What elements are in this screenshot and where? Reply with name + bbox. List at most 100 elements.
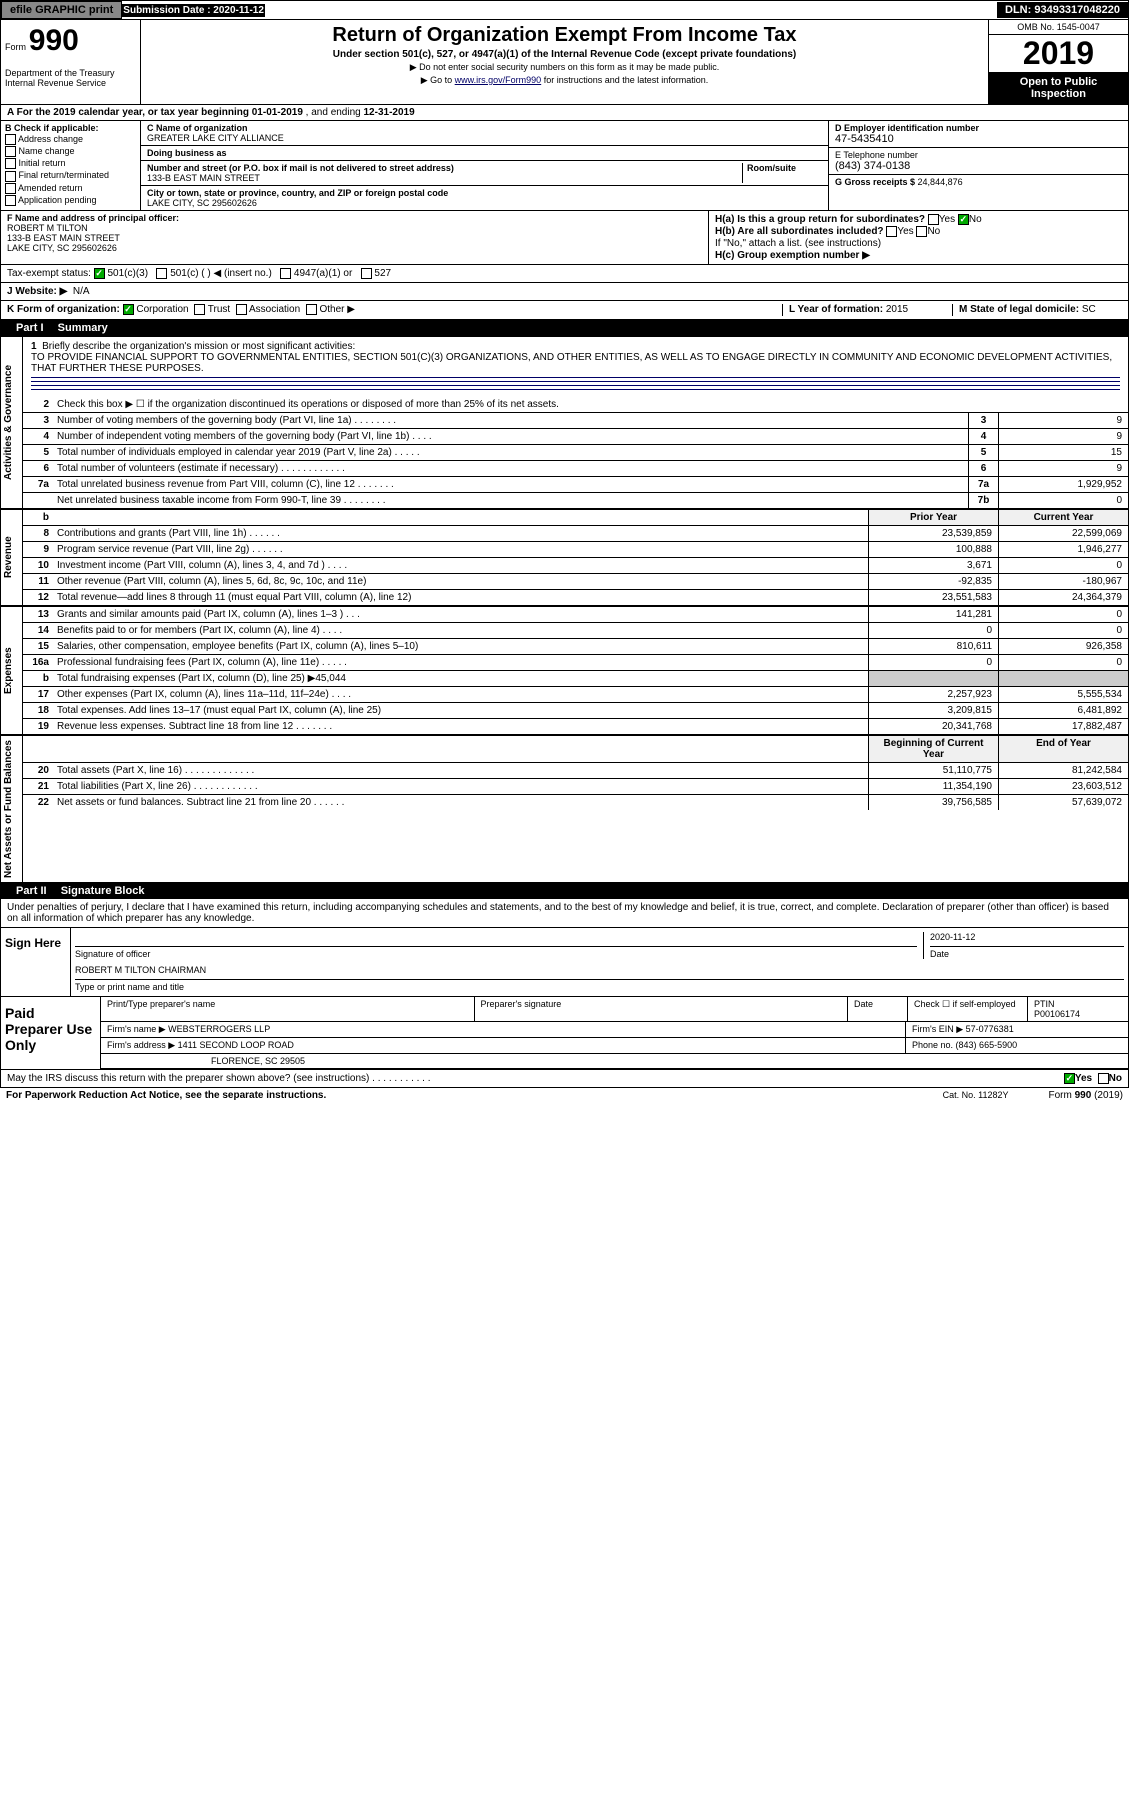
ein-label: D Employer identification number bbox=[835, 123, 979, 133]
sig-date: 2020-11-12 bbox=[930, 932, 1124, 942]
preparer-sig-label: Preparer's signature bbox=[475, 997, 849, 1021]
summary-line: 4Number of independent voting members of… bbox=[23, 429, 1128, 445]
part-2-header: Part II Signature Block bbox=[0, 883, 1129, 899]
year-formation: 2015 bbox=[886, 304, 908, 315]
self-employed-label: Check ☐ if self-employed bbox=[908, 997, 1028, 1021]
discuss-no-checkbox[interactable] bbox=[1098, 1073, 1109, 1084]
prior-year-header: Prior Year bbox=[868, 510, 998, 525]
net-header-row: Beginning of Current Year End of Year bbox=[23, 736, 1128, 763]
tax-year: 2019 bbox=[989, 35, 1128, 72]
part-1-header: Part I Summary bbox=[0, 320, 1129, 336]
section-b-label: B Check if applicable: bbox=[5, 123, 99, 133]
summary-line: Net unrelated business taxable income fr… bbox=[23, 493, 1128, 508]
501c3-checkbox[interactable] bbox=[94, 268, 105, 279]
dba-label: Doing business as bbox=[147, 148, 227, 158]
sig-name-label: Type or print name and title bbox=[75, 982, 1124, 992]
corp-checkbox[interactable] bbox=[123, 304, 134, 315]
section-b-item: Application pending bbox=[5, 195, 136, 206]
begin-year-header: Beginning of Current Year bbox=[868, 736, 998, 762]
form-note-2: ▶ Go to www.irs.gov/Form990 for instruct… bbox=[145, 75, 984, 86]
gross-receipts-value: 24,844,876 bbox=[918, 177, 963, 187]
discuss-yes-checkbox[interactable] bbox=[1064, 1073, 1075, 1084]
4947-checkbox[interactable] bbox=[280, 268, 291, 279]
summary-line: 3Number of voting members of the governi… bbox=[23, 413, 1128, 429]
org-name: GREATER LAKE CITY ALLIANCE bbox=[147, 133, 822, 143]
website-row: J Website: ▶ N/A bbox=[0, 283, 1129, 301]
summary-line: 22Net assets or fund balances. Subtract … bbox=[23, 795, 1128, 810]
501c-checkbox[interactable] bbox=[156, 268, 167, 279]
trust-checkbox[interactable] bbox=[194, 304, 205, 315]
form-word: Form bbox=[5, 42, 26, 52]
section-b-item: Amended return bbox=[5, 183, 136, 194]
activities-governance-section: Activities & Governance 1 Briefly descri… bbox=[0, 336, 1129, 509]
gross-receipts-label: G Gross receipts $ bbox=[835, 177, 918, 187]
form-org-label: K Form of organization: bbox=[7, 305, 120, 316]
summary-line: 10Investment income (Part VIII, column (… bbox=[23, 558, 1128, 574]
preparer-name-label: Print/Type preparer's name bbox=[101, 997, 475, 1021]
summary-line: 5Total number of individuals employed in… bbox=[23, 445, 1128, 461]
firm-addr2: FLORENCE, SC 29505 bbox=[101, 1054, 1128, 1068]
checkbox[interactable] bbox=[5, 171, 16, 182]
section-b: B Check if applicable: Address change Na… bbox=[1, 121, 141, 210]
dept-label: Department of the Treasury Internal Reve… bbox=[5, 68, 136, 88]
section-b-item: Initial return bbox=[5, 158, 136, 169]
ha-no-checkbox[interactable] bbox=[958, 214, 969, 225]
ha-yes-checkbox[interactable] bbox=[928, 214, 939, 225]
section-h: H(a) Is this a group return for subordin… bbox=[708, 211, 1128, 264]
section-f: F Name and address of principal officer:… bbox=[1, 211, 708, 264]
net-assets-section: Net Assets or Fund Balances Beginning of… bbox=[0, 735, 1129, 883]
other-checkbox[interactable] bbox=[306, 304, 317, 315]
checkbox[interactable] bbox=[5, 134, 16, 145]
section-c: C Name of organization GREATER LAKE CITY… bbox=[141, 121, 828, 210]
preparer-date-label: Date bbox=[848, 997, 908, 1021]
room-label: Room/suite bbox=[747, 163, 822, 173]
sig-date-label: Date bbox=[930, 949, 1124, 959]
state-domicile: SC bbox=[1082, 304, 1096, 315]
officer-addr1: 133-B EAST MAIN STREET bbox=[7, 233, 120, 243]
rev-tab: Revenue bbox=[1, 510, 23, 605]
checkbox[interactable] bbox=[5, 195, 16, 206]
summary-line: 21Total liabilities (Part X, line 26) . … bbox=[23, 779, 1128, 795]
efile-print-button[interactable]: efile GRAPHIC print bbox=[1, 1, 122, 19]
checkbox[interactable] bbox=[5, 158, 16, 169]
form-subtitle: Under section 501(c), 527, or 4947(a)(1)… bbox=[145, 49, 984, 60]
checkbox[interactable] bbox=[5, 183, 16, 194]
firm-phone: (843) 665-5900 bbox=[956, 1040, 1018, 1050]
ag-tab: Activities & Governance bbox=[1, 337, 23, 508]
officer-label: F Name and address of principal officer: bbox=[7, 213, 179, 223]
paid-preparer-block: Paid Preparer Use Only Print/Type prepar… bbox=[1, 997, 1128, 1069]
summary-line: 9Program service revenue (Part VIII, lin… bbox=[23, 542, 1128, 558]
assoc-checkbox[interactable] bbox=[236, 304, 247, 315]
expenses-section: Expenses 13Grants and similar amounts pa… bbox=[0, 606, 1129, 735]
hb-yes-checkbox[interactable] bbox=[886, 226, 897, 237]
discuss-question: May the IRS discuss this return with the… bbox=[7, 1073, 1064, 1084]
irs-link[interactable]: www.irs.gov/Form990 bbox=[455, 75, 542, 85]
h-note: If "No," attach a list. (see instruction… bbox=[715, 238, 1122, 249]
form-title: Return of Organization Exempt From Incom… bbox=[145, 24, 984, 47]
checkbox[interactable] bbox=[5, 146, 16, 157]
period-row: A For the 2019 calendar year, or tax yea… bbox=[0, 105, 1129, 121]
phone-label: E Telephone number bbox=[835, 150, 1122, 160]
f-h-block: F Name and address of principal officer:… bbox=[0, 211, 1129, 265]
summary-line: 16aProfessional fundraising fees (Part I… bbox=[23, 655, 1128, 671]
form-year-block: OMB No. 1545-0047 2019 Open to Public In… bbox=[988, 20, 1128, 104]
header-bar: efile GRAPHIC print Submission Date : 20… bbox=[0, 0, 1129, 20]
ein-value: 47-5435410 bbox=[835, 133, 1122, 145]
summary-line: 15Salaries, other compensation, employee… bbox=[23, 639, 1128, 655]
summary-line: 13Grants and similar amounts paid (Part … bbox=[23, 607, 1128, 623]
527-checkbox[interactable] bbox=[361, 268, 372, 279]
mission-block: 1 Briefly describe the organization's mi… bbox=[23, 337, 1128, 397]
hb-no-checkbox[interactable] bbox=[916, 226, 927, 237]
form-version: Form 990 (2019) bbox=[1049, 1090, 1123, 1101]
summary-line: 8Contributions and grants (Part VIII, li… bbox=[23, 526, 1128, 542]
dln-label: DLN: 93493317048220 bbox=[997, 2, 1128, 18]
cat-no: Cat. No. 11282Y bbox=[943, 1090, 1009, 1101]
summary-line: 12Total revenue—add lines 8 through 11 (… bbox=[23, 590, 1128, 605]
current-year-header: Current Year bbox=[998, 510, 1128, 525]
firm-ein: 57-0776381 bbox=[966, 1024, 1014, 1034]
summary-line: 6Total number of volunteers (estimate if… bbox=[23, 461, 1128, 477]
summary-line: 7aTotal unrelated business revenue from … bbox=[23, 477, 1128, 493]
summary-line: 19Revenue less expenses. Subtract line 1… bbox=[23, 719, 1128, 734]
org-address: 133-B EAST MAIN STREET bbox=[147, 173, 742, 183]
website-label: J Website: ▶ bbox=[7, 286, 67, 297]
